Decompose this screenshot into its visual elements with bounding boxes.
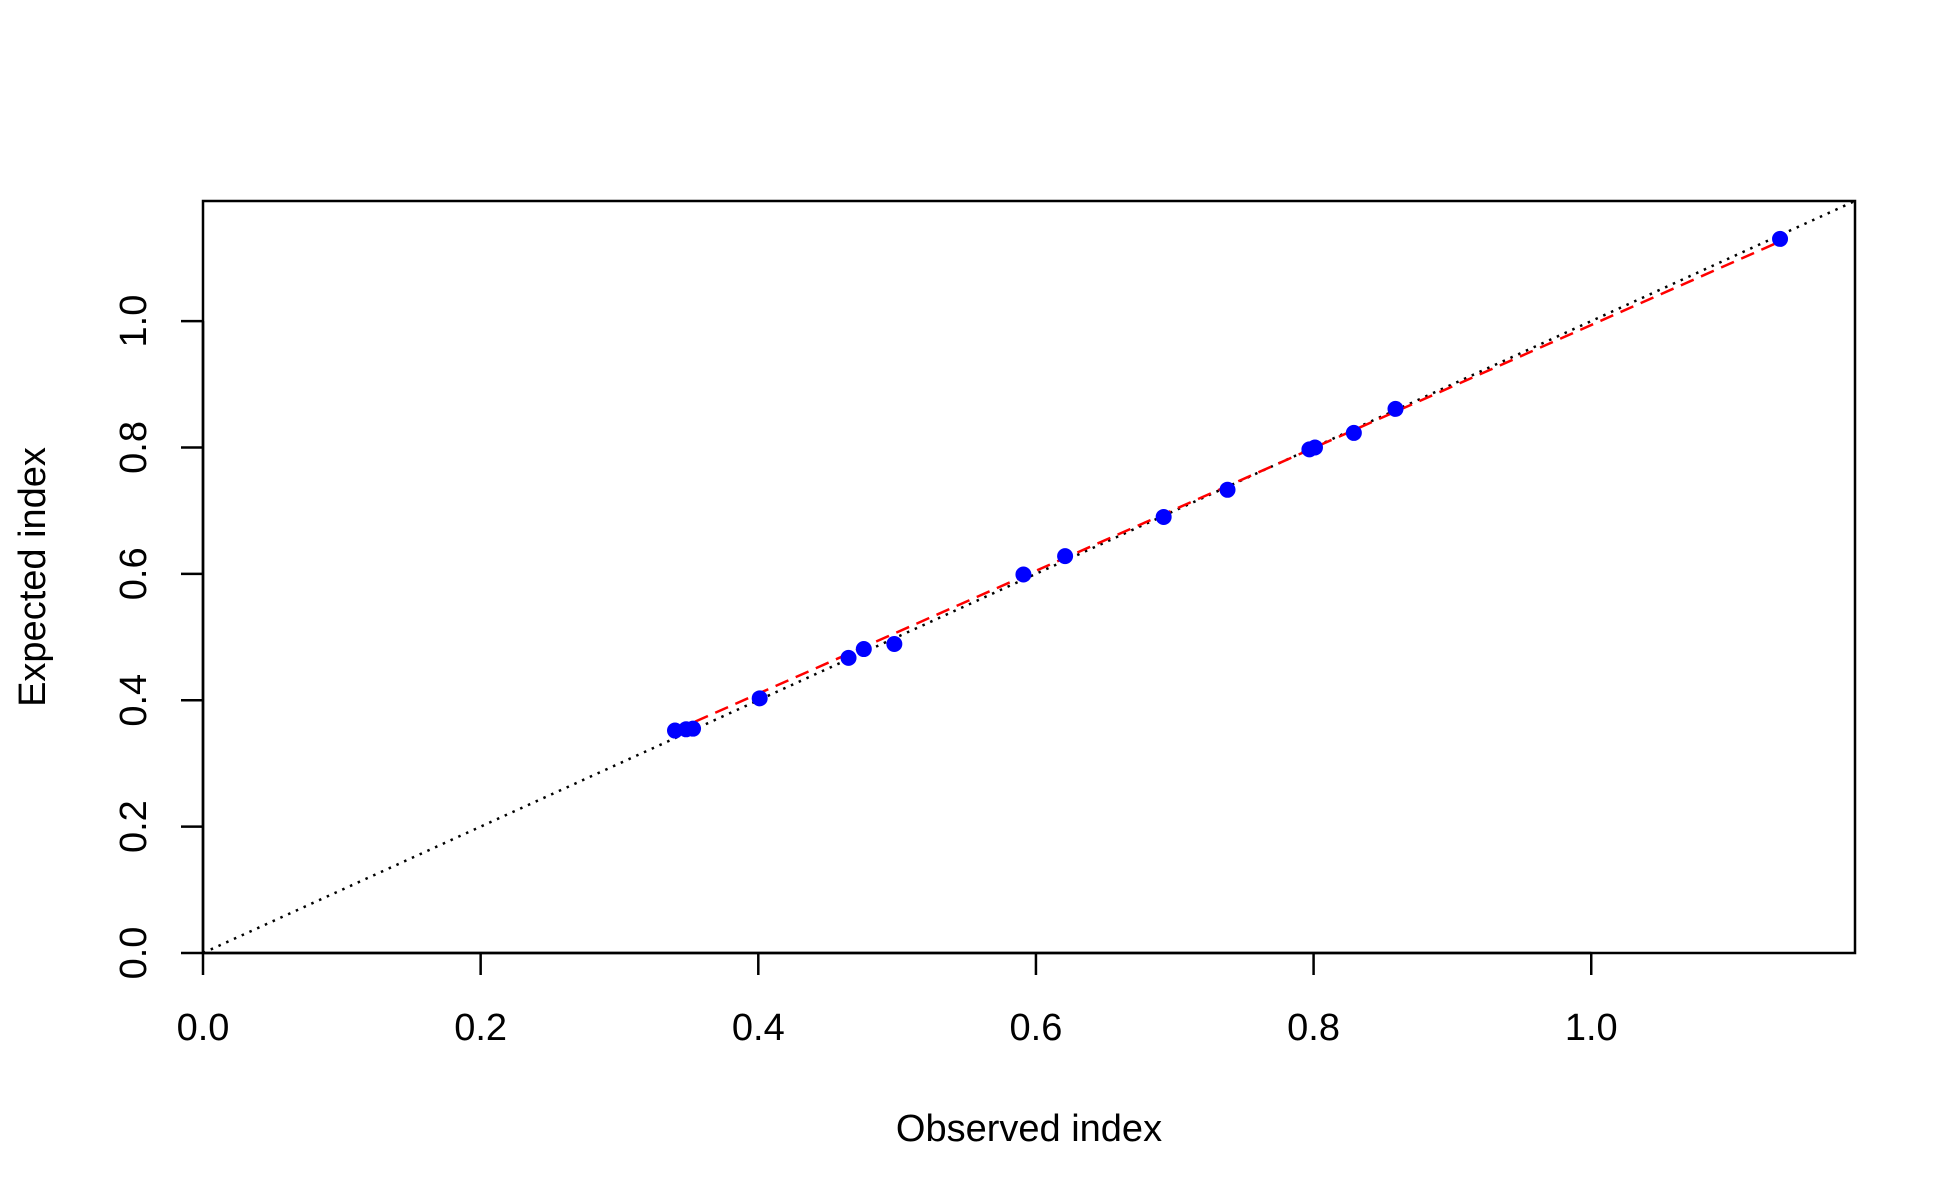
data-point: [1015, 566, 1032, 583]
data-point: [685, 720, 702, 737]
data-point: [855, 641, 872, 658]
y-tick-label: 0.4: [113, 674, 155, 727]
y-axis-label: Expected index: [12, 447, 54, 707]
x-tick-label: 0.0: [177, 1007, 230, 1049]
data-point: [1345, 424, 1362, 441]
y-tick-label: 0.6: [113, 547, 155, 600]
data-point: [1219, 481, 1236, 498]
data-points: [667, 230, 1789, 739]
data-point: [1387, 400, 1404, 417]
data-point: [1057, 548, 1074, 565]
y-tick-label: 1.0: [113, 295, 155, 348]
x-tick-label: 0.8: [1287, 1007, 1340, 1049]
x-axis-label: Observed index: [896, 1108, 1162, 1150]
x-tick-label: 0.2: [454, 1007, 507, 1049]
x-tick-label: 0.6: [1010, 1007, 1063, 1049]
data-point: [886, 635, 903, 652]
x-axis: 0.0 0.2 0.4 0.6 0.8 1.0: [177, 951, 1618, 1049]
y-tick-label: 0.0: [113, 927, 155, 980]
data-point: [1155, 508, 1172, 525]
x-tick-label: 0.4: [732, 1007, 785, 1049]
data-point: [840, 649, 857, 666]
data-point: [1306, 439, 1323, 456]
data-point: [751, 690, 768, 707]
y-tick-label: 0.2: [113, 800, 155, 853]
y-tick-label: 0.8: [113, 421, 155, 474]
data-point: [1772, 230, 1789, 247]
y-axis: 0.0 0.2 0.4 0.6 0.8 1.0: [113, 295, 205, 980]
x-tick-label: 1.0: [1565, 1007, 1618, 1049]
